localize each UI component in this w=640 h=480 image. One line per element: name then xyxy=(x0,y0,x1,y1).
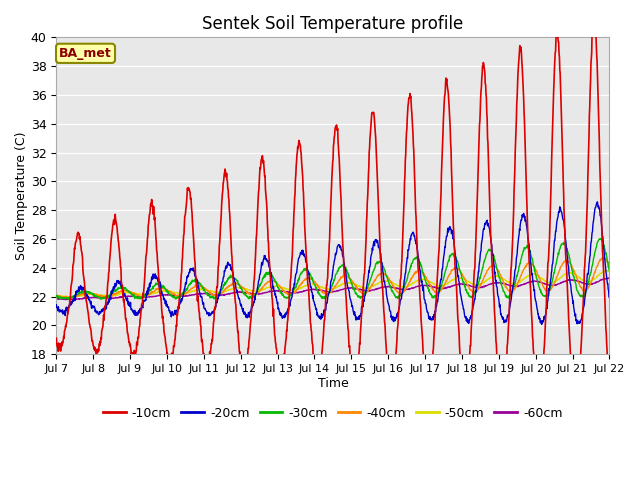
Legend: -10cm, -20cm, -30cm, -40cm, -50cm, -60cm: -10cm, -20cm, -30cm, -40cm, -50cm, -60cm xyxy=(98,402,568,424)
X-axis label: Time: Time xyxy=(317,377,348,390)
Text: BA_met: BA_met xyxy=(59,47,112,60)
Y-axis label: Soil Temperature (C): Soil Temperature (C) xyxy=(15,132,28,260)
Title: Sentek Soil Temperature profile: Sentek Soil Temperature profile xyxy=(202,15,463,33)
